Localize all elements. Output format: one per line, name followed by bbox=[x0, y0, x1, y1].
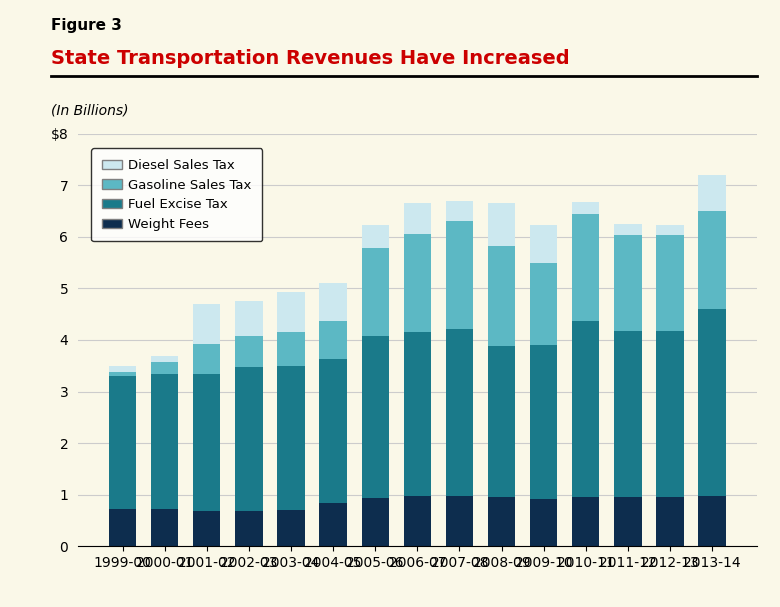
Bar bbox=[614, 497, 641, 546]
Bar bbox=[656, 331, 683, 497]
Bar bbox=[109, 365, 136, 372]
Bar bbox=[151, 356, 179, 362]
Bar bbox=[151, 375, 179, 509]
Bar bbox=[614, 331, 641, 497]
Bar bbox=[698, 309, 725, 497]
Bar bbox=[572, 202, 599, 214]
Bar bbox=[445, 201, 473, 221]
Bar bbox=[319, 359, 347, 503]
Bar bbox=[530, 499, 558, 546]
Bar bbox=[698, 497, 725, 546]
Bar bbox=[530, 225, 558, 262]
Bar bbox=[656, 235, 683, 331]
Bar bbox=[319, 283, 347, 321]
Bar bbox=[614, 225, 641, 235]
Bar bbox=[236, 336, 263, 367]
Bar bbox=[488, 203, 516, 245]
Bar bbox=[277, 365, 305, 510]
Bar bbox=[445, 221, 473, 329]
Bar bbox=[193, 344, 221, 375]
Bar bbox=[361, 225, 389, 248]
Bar bbox=[319, 321, 347, 359]
Bar bbox=[445, 329, 473, 496]
Bar bbox=[277, 293, 305, 332]
Bar bbox=[572, 214, 599, 321]
Bar bbox=[403, 203, 431, 234]
Bar bbox=[445, 496, 473, 546]
Text: Figure 3: Figure 3 bbox=[51, 18, 122, 33]
Bar bbox=[403, 332, 431, 497]
Bar bbox=[193, 511, 221, 546]
Legend: Diesel Sales Tax, Gasoline Sales Tax, Fuel Excise Tax, Weight Fees: Diesel Sales Tax, Gasoline Sales Tax, Fu… bbox=[91, 148, 262, 242]
Bar bbox=[403, 497, 431, 546]
Bar bbox=[277, 510, 305, 546]
Bar bbox=[236, 301, 263, 336]
Bar bbox=[151, 362, 179, 375]
Text: (In Billions): (In Billions) bbox=[51, 103, 128, 117]
Bar bbox=[403, 234, 431, 332]
Bar bbox=[361, 498, 389, 546]
Bar bbox=[614, 235, 641, 331]
Text: State Transportation Revenues Have Increased: State Transportation Revenues Have Incre… bbox=[51, 49, 569, 67]
Bar bbox=[319, 503, 347, 546]
Bar bbox=[361, 248, 389, 336]
Bar bbox=[151, 509, 179, 546]
Bar bbox=[698, 175, 725, 211]
Bar bbox=[193, 375, 221, 511]
Bar bbox=[656, 225, 683, 235]
Bar bbox=[277, 332, 305, 365]
Bar bbox=[572, 321, 599, 497]
Bar bbox=[236, 367, 263, 510]
Bar bbox=[109, 372, 136, 376]
Bar bbox=[656, 497, 683, 546]
Bar bbox=[109, 509, 136, 546]
Bar bbox=[530, 345, 558, 499]
Bar bbox=[236, 510, 263, 546]
Bar bbox=[572, 497, 599, 546]
Bar bbox=[109, 376, 136, 509]
Bar bbox=[488, 245, 516, 346]
Bar bbox=[698, 211, 725, 309]
Bar bbox=[488, 346, 516, 497]
Bar bbox=[193, 304, 221, 344]
Bar bbox=[488, 497, 516, 546]
Bar bbox=[530, 262, 558, 345]
Bar bbox=[361, 336, 389, 498]
